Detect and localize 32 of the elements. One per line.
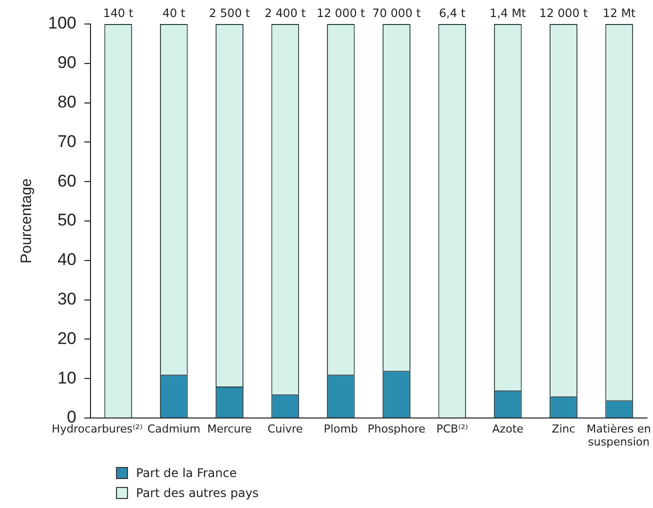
x-tick-label: Cuivre bbox=[268, 422, 304, 436]
x-tick-label: Azote bbox=[492, 422, 524, 436]
y-tick-label: 90 bbox=[57, 53, 76, 72]
text: 2 400 t bbox=[264, 6, 306, 20]
x-tick-label: Zinc bbox=[552, 422, 576, 436]
text: 12 000 t bbox=[316, 6, 366, 20]
x-tick-label: PCB⁽²⁾ bbox=[436, 422, 468, 436]
legend-label: Part de la France bbox=[136, 466, 237, 480]
text: 70 000 t bbox=[372, 6, 422, 20]
y-axis-title: Pourcentage bbox=[18, 178, 36, 264]
text: 2 500 t bbox=[208, 6, 251, 20]
x-tick-label: Matières en suspension bbox=[586, 422, 652, 448]
y-tick-label: 10 bbox=[57, 368, 76, 388]
y-tick-label: 30 bbox=[57, 289, 76, 308]
x-tick-label: Cadmium bbox=[147, 422, 200, 436]
y-tick-label: 80 bbox=[57, 92, 76, 112]
y-tick-label: 60 bbox=[57, 171, 76, 190]
x-tick-label: Phosphore bbox=[368, 422, 426, 436]
text: 6,4 t bbox=[438, 6, 466, 20]
text: 12 000 t bbox=[539, 6, 588, 20]
text: 12 Mt bbox=[602, 6, 636, 20]
x-tick-label: Mercure bbox=[207, 422, 252, 436]
text: 140 t bbox=[103, 6, 134, 20]
y-tick-label: 70 bbox=[57, 132, 76, 151]
y-tick-label: 20 bbox=[57, 328, 76, 348]
y-tick-label: 40 bbox=[57, 250, 76, 270]
y-tick-label: 100 bbox=[48, 14, 76, 33]
x-tick-label: Plomb bbox=[324, 422, 358, 436]
text: 1,4 Mt bbox=[490, 6, 527, 20]
y-tick-label: 50 bbox=[57, 210, 76, 230]
text: 40 t bbox=[162, 6, 186, 20]
legend-label: Part des autres pays bbox=[136, 486, 259, 500]
